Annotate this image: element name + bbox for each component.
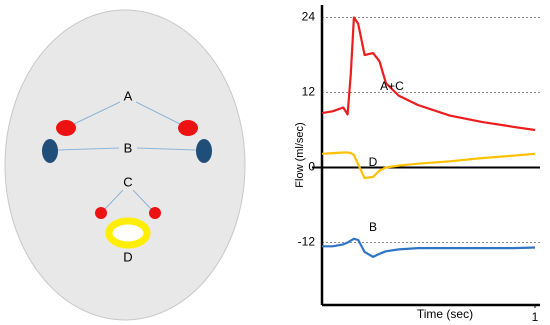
series-label: A+C: [380, 79, 404, 93]
series-label: D: [369, 155, 378, 169]
diagram-label: A: [124, 88, 133, 103]
vessel: [196, 139, 212, 163]
head-outline: [4, 9, 246, 321]
series-line: [321, 151, 536, 180]
connector: [57, 147, 120, 151]
y-tick-label: -12: [298, 235, 316, 249]
diagram-label: D: [123, 249, 132, 264]
connector: [73, 101, 121, 125]
series-line: [321, 16, 536, 132]
connector: [135, 101, 181, 125]
y-tick-label: 24: [302, 10, 316, 24]
series-line: [322, 237, 536, 258]
y-axis-label: Flow (ml/sec): [294, 122, 306, 187]
x-tick-label: 1: [532, 310, 539, 324]
diagram-label: C: [123, 174, 132, 189]
series-label: B: [369, 220, 377, 234]
diagram: A B C D: [4, 9, 246, 321]
vessel: [95, 207, 107, 219]
y-tick-label: 0: [308, 160, 315, 174]
chart: Time (sec) Flow (ml/sec) -12 0 12 24 1 A+C D B: [294, 5, 540, 324]
diagram-label: B: [124, 140, 133, 155]
x-axis-label: Time (sec): [417, 307, 473, 321]
connector: [136, 147, 197, 151]
connector: [104, 189, 124, 210]
vessel: [42, 139, 58, 163]
connector: [132, 189, 152, 210]
y-tick-label: 12: [302, 85, 316, 99]
vessel: [178, 120, 198, 136]
vessel: [56, 120, 76, 136]
vessel: [105, 217, 151, 249]
vessel: [149, 207, 161, 219]
